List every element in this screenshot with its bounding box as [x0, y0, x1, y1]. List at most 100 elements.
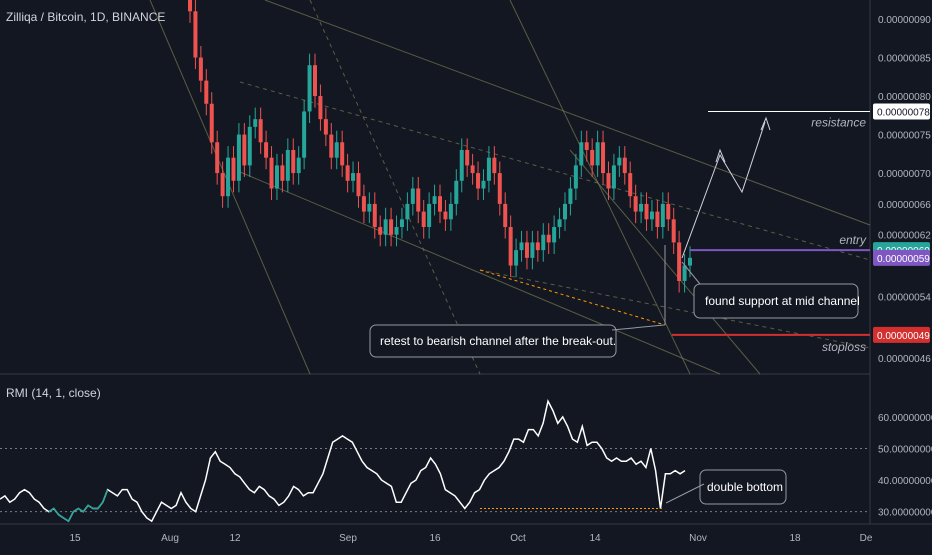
candle-body: [508, 227, 513, 266]
x-tick-label: 14: [589, 533, 601, 544]
candle-body: [269, 157, 274, 189]
candle-body: [264, 142, 269, 158]
candle-body: [655, 211, 660, 228]
candle-body: [666, 203, 671, 220]
candle-body: [443, 211, 448, 220]
candle-body: [226, 157, 231, 197]
rmi-tick-label: 40.00000000: [878, 476, 932, 487]
candle-body: [622, 157, 627, 174]
x-tick-label: 15: [69, 533, 81, 544]
candle-body: [421, 211, 426, 228]
candle-body: [535, 242, 540, 251]
price-tag-text: 0.00000049: [877, 331, 930, 342]
candle-body: [247, 126, 252, 166]
retest-callout-text: retest to bearish channel after the brea…: [380, 334, 616, 348]
candle-body: [617, 157, 622, 166]
candle-body: [323, 119, 328, 135]
candle-body: [573, 165, 578, 189]
candle-body: [497, 173, 502, 204]
candle-body: [470, 165, 475, 174]
candle-body: [671, 219, 676, 243]
candle-body: [514, 250, 519, 266]
rmi-low-segment: [48, 489, 109, 523]
candle-body: [568, 188, 573, 204]
candle-body: [563, 203, 567, 220]
entry-label: entry: [839, 233, 867, 247]
x-tick-label: Oct: [510, 533, 526, 544]
candle-body: [688, 257, 692, 266]
double-bottom-box: [699, 469, 787, 505]
stoploss-label: stoploss: [822, 340, 866, 354]
candle-body: [410, 188, 415, 204]
support-callout-text: found support at mid channel: [705, 294, 860, 308]
candle-body: [611, 165, 616, 189]
candle-body: [481, 180, 486, 189]
candle-body: [367, 203, 372, 212]
candle-body: [193, 11, 198, 58]
candle-body: [204, 80, 209, 104]
candle-body: [454, 180, 459, 204]
candle-body: [356, 173, 361, 197]
x-tick-label: De: [860, 533, 873, 544]
candle-body: [389, 219, 394, 235]
candle-body: [231, 157, 236, 181]
x-tick-label: 18: [789, 533, 801, 544]
candle-body: [530, 242, 535, 258]
rmi-tick-label: 60.00000000: [878, 413, 932, 424]
retest-callout-box: [369, 324, 617, 358]
candle-body: [378, 227, 383, 235]
candle-body: [291, 149, 296, 174]
price-tag-text: 0.00000059: [877, 254, 930, 265]
x-tick-label: Nov: [689, 533, 707, 544]
candle-body: [258, 119, 263, 143]
candle-body: [307, 65, 312, 112]
price-tick-label: 0.00000075: [878, 131, 931, 142]
price-tick-label: 0.00000066: [878, 200, 931, 211]
x-tick-label: 12: [229, 533, 241, 544]
candle-body: [677, 242, 682, 281]
candle-body: [492, 157, 497, 174]
rmi-line: [0, 399, 686, 523]
candle-body: [546, 234, 551, 243]
candle-body: [595, 142, 600, 166]
candle-body: [524, 242, 529, 258]
x-tick-label: Sep: [339, 533, 357, 544]
candle-body: [644, 203, 649, 220]
candle-body: [198, 57, 203, 81]
price-tag-text: 0.00000078: [877, 107, 930, 118]
candle-body: [372, 203, 377, 228]
candle-body: [552, 227, 557, 243]
candle-body: [416, 188, 421, 212]
candle-body: [285, 149, 290, 181]
rmi-title: RMI (14, 1, close): [6, 386, 101, 400]
candle-body: [383, 219, 388, 235]
candle-body: [253, 119, 258, 127]
candle-body: [519, 242, 524, 251]
price-tick-label: 0.00000062: [878, 231, 931, 242]
candle-body: [639, 203, 644, 212]
resistance-label: resistance: [811, 115, 866, 129]
price-tag-resistance: [873, 103, 930, 120]
candle-body: [274, 165, 279, 189]
price-tick-label: 0.00000090: [878, 15, 931, 26]
candle-body: [209, 103, 214, 143]
candle-body: [459, 149, 464, 181]
candle-body: [220, 173, 225, 197]
retest-callout-pointer: [611, 324, 665, 331]
candle-body: [351, 173, 356, 181]
candle-body: [296, 157, 301, 174]
candle-body: [236, 134, 241, 181]
candle-body: [340, 142, 345, 166]
candle-body: [503, 203, 508, 228]
x-tick-label: 16: [429, 533, 441, 544]
chart-title: Zilliqa / Bitcoin, 1D, BINANCE: [6, 10, 166, 24]
candle-body: [682, 265, 687, 281]
candle-body: [329, 134, 334, 158]
price-tag-stoploss: [873, 326, 930, 343]
support-callout-box: [693, 283, 859, 319]
arrow-head: [715, 148, 726, 163]
price-tick-label: 0.00000080: [878, 92, 931, 103]
